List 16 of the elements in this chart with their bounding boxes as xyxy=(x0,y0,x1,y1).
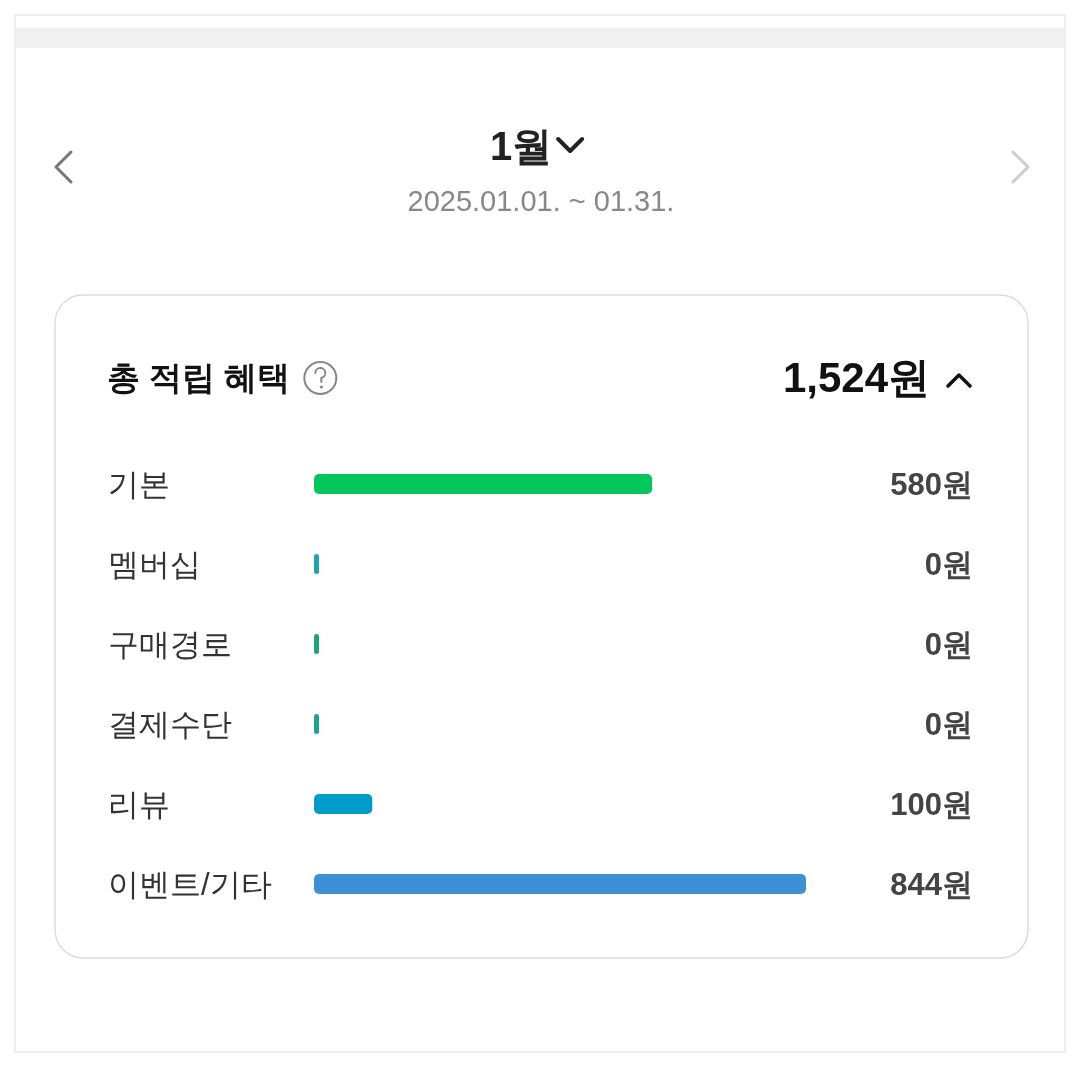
data-label: 0원 xyxy=(924,707,973,742)
data-label: 100원 xyxy=(890,787,973,822)
text: 1,524원 xyxy=(782,354,930,401)
data-label: 580원 xyxy=(890,467,973,502)
y-tick-label: 기본 xyxy=(108,467,170,502)
chart-title: 1월 xyxy=(489,124,553,168)
y-tick-label: 리뷰 xyxy=(108,787,170,822)
data-label: 844원 xyxy=(890,867,973,902)
chart-subtitle: 2025.01.01. ~ 01.31. xyxy=(407,185,675,217)
y-tick-label: 멤버십 xyxy=(108,547,201,582)
text: 총 적립 혜택 xyxy=(107,359,291,396)
y-tick-label: 결제수단 xyxy=(108,707,232,742)
y-tick-label: 구매경로 xyxy=(108,627,232,662)
data-label: 0원 xyxy=(924,627,973,662)
y-tick-label: 이벤트/기타 xyxy=(108,867,272,902)
data-label: 0원 xyxy=(924,547,973,582)
